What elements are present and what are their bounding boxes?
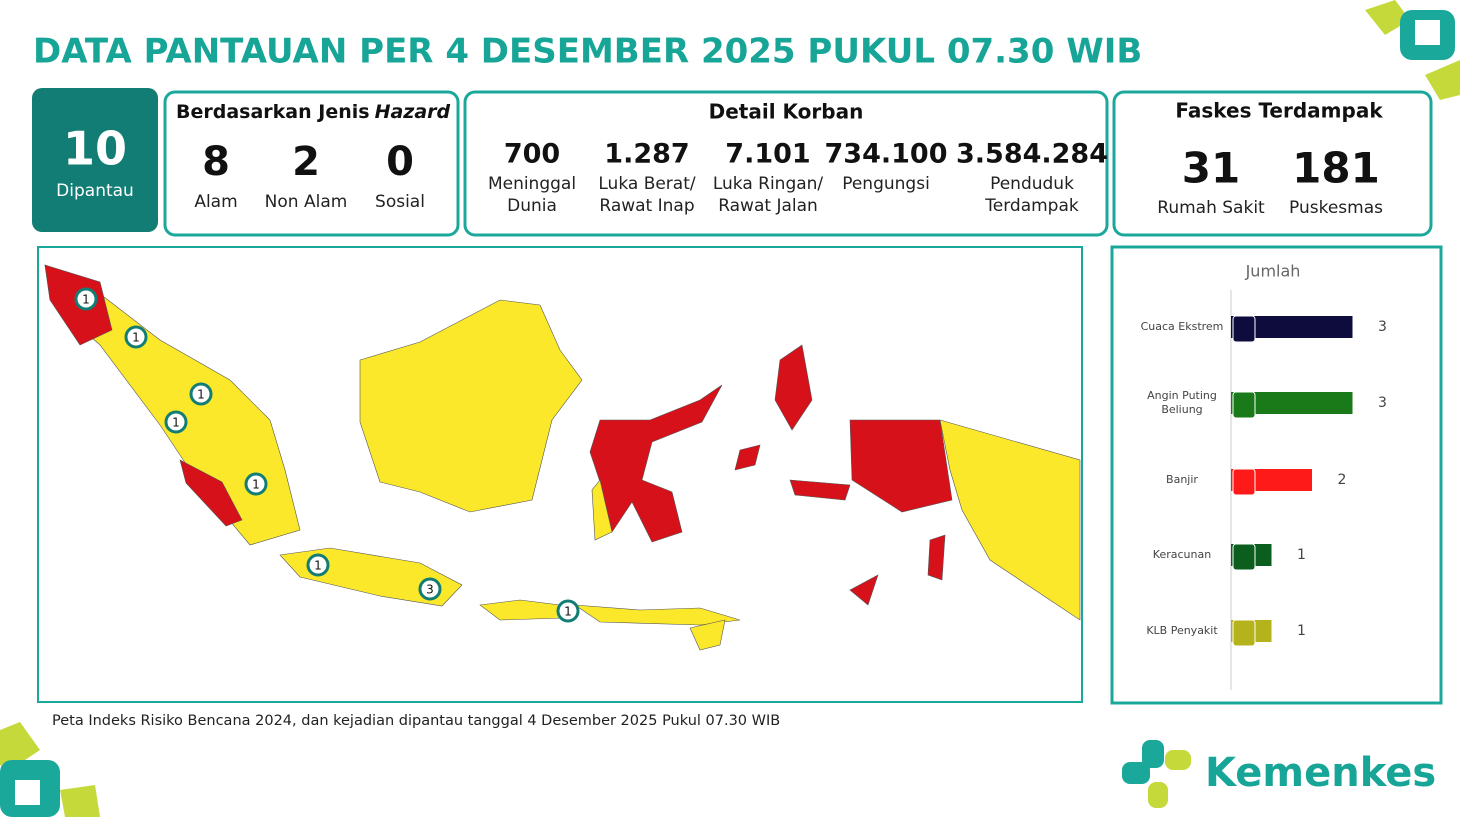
category-label: Banjir (1166, 473, 1198, 486)
marker (189, 382, 213, 406)
chart-title: Jumlah (1245, 262, 1301, 281)
bar-icon (1232, 543, 1256, 571)
casualty-value: 734.100 (825, 139, 948, 170)
facility-value: 181 (1292, 144, 1380, 193)
hazard-value: 0 (386, 139, 414, 185)
casualty-value: 1.287 (604, 139, 689, 170)
value-label: 1 (1297, 623, 1306, 639)
marker (306, 553, 330, 577)
casualty-label: Rawat Inap (599, 196, 694, 216)
hazard-label: Alam (194, 192, 237, 212)
marker-label: 1 (132, 331, 140, 345)
marker (418, 577, 442, 601)
map (44, 264, 1081, 651)
hazard-value: 2 (292, 139, 320, 185)
title: DATA PANTAUAN PER 4 DESEMBER 2025 PUKUL … (33, 32, 1142, 72)
casualty-value: 7.101 (725, 139, 810, 170)
marker-label: 1 (82, 293, 90, 307)
value-label: 1 (1297, 547, 1306, 563)
marker-label: 1 (197, 388, 205, 402)
category-label: Keracunan (1152, 548, 1212, 561)
marker-label: 1 (172, 416, 180, 430)
facility-title: Faskes Terdampak (1175, 99, 1383, 123)
map-frame (37, 246, 1083, 703)
value-label: 3 (1378, 319, 1387, 335)
hazard-label: Non Alam (265, 192, 348, 212)
marker-label: 1 (252, 478, 260, 492)
bar (1231, 316, 1353, 338)
hazard-value: 8 (202, 139, 230, 185)
marker (74, 287, 98, 311)
bars: 3 3 2 1 1 (1231, 315, 1387, 647)
category-label: Cuaca Ekstrem (1140, 320, 1224, 333)
chart-frame (1110, 245, 1443, 705)
hazard-box (163, 90, 460, 237)
marker (164, 410, 188, 434)
casualty-title: Detail Korban (709, 100, 864, 124)
marker-label: 1 (564, 605, 572, 619)
hazard-label: Sosial (375, 192, 425, 212)
value-label: 2 (1338, 472, 1347, 488)
value-label: 3 (1378, 395, 1387, 411)
casualty-value: 3.584.284 (956, 139, 1108, 170)
facility-box (1112, 90, 1433, 237)
marker (124, 325, 148, 349)
brand-logo (1122, 740, 1191, 808)
bar-icon (1232, 619, 1256, 647)
facility-value: 31 (1182, 144, 1240, 193)
casualty-label: Meninggal (488, 174, 576, 194)
brand-name: Kemenkes (1205, 750, 1436, 796)
marker-label: 1 (314, 559, 322, 573)
facility-label: Rumah Sakit (1157, 198, 1265, 218)
casualty-label: Terdampak (984, 196, 1079, 216)
casualty-label: Pengungsi (842, 174, 930, 194)
marker (244, 472, 268, 496)
marker-label: 3 (426, 583, 434, 597)
monitored-box (32, 88, 158, 232)
facility-label: Puskesmas (1289, 198, 1383, 218)
monitored-label: Dipantau (56, 181, 134, 201)
category-label: Angin Puting Beliung (1147, 389, 1217, 416)
map-markers: 1 1 1 1 1 1 3 1 (74, 287, 580, 623)
bar-icon (1232, 468, 1256, 496)
casualty-box (463, 90, 1109, 237)
hazard-title: Berdasarkan Jenis Hazard (176, 101, 451, 123)
casualty-label: Dunia (507, 196, 557, 216)
casualty-label: Luka Berat/ (598, 174, 696, 194)
bar-icon (1232, 391, 1256, 419)
monitored-value: 10 (63, 122, 127, 176)
map-caption: Peta Indeks Risiko Bencana 2024, dan kej… (52, 713, 781, 729)
casualty-label: Rawat Jalan (718, 196, 818, 216)
category-label: KLB Penyakit (1146, 624, 1218, 637)
casualty-label: Penduduk (990, 174, 1074, 194)
marker (556, 599, 580, 623)
bar (1231, 392, 1353, 414)
casualty-label: Luka Ringan/ (713, 174, 824, 194)
bar-icon (1232, 315, 1256, 343)
casualty-value: 700 (504, 139, 560, 170)
